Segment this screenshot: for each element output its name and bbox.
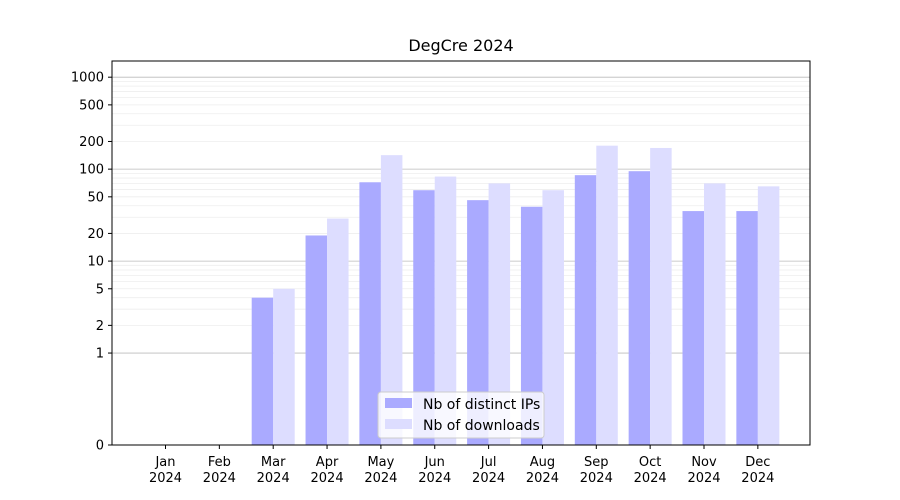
bar-downloads bbox=[596, 145, 618, 445]
legend-label-distinct-ips: Nb of distinct IPs bbox=[423, 397, 540, 413]
bar-distinct-ips bbox=[251, 297, 274, 445]
grid-lines bbox=[112, 76, 810, 354]
y-tick-label: 20 bbox=[87, 227, 104, 242]
x-axis: Jan2024Feb2024Mar2024Apr2024May2024Jun20… bbox=[149, 445, 774, 486]
x-tick-label-year: 2024 bbox=[364, 471, 397, 486]
bar-downloads bbox=[380, 155, 403, 445]
x-tick-label-year: 2024 bbox=[418, 471, 451, 486]
x-tick-label-month: Apr bbox=[316, 455, 339, 470]
x-tick-label-year: 2024 bbox=[741, 471, 774, 486]
y-tick-label: 50 bbox=[87, 190, 104, 205]
bar-distinct-ips bbox=[413, 190, 435, 445]
x-tick-label-year: 2024 bbox=[526, 471, 559, 486]
bar-distinct-ips bbox=[467, 200, 489, 445]
y-tick-label: 1000 bbox=[71, 71, 104, 86]
bar-distinct-ips bbox=[520, 206, 543, 445]
y-tick-label: 2 bbox=[96, 319, 104, 334]
bar-downloads bbox=[273, 288, 295, 445]
bar-distinct-ips bbox=[736, 211, 758, 445]
y-tick-label: 200 bbox=[79, 135, 104, 150]
x-tick-label-year: 2024 bbox=[580, 471, 613, 486]
chart-title: DegCre 2024 bbox=[408, 36, 513, 55]
x-tick-label-year: 2024 bbox=[257, 471, 290, 486]
x-tick-label-month: Jan bbox=[154, 455, 175, 470]
legend-box bbox=[377, 391, 545, 439]
bar-downloads bbox=[542, 190, 564, 445]
legend-swatch-downloads bbox=[385, 419, 412, 429]
y-tick-label: 500 bbox=[79, 98, 104, 113]
bar-downloads bbox=[757, 186, 780, 445]
x-tick-label-month: Sep bbox=[584, 455, 609, 470]
x-tick-label-year: 2024 bbox=[634, 471, 667, 486]
bar-distinct-ips bbox=[574, 175, 597, 445]
bar-downloads bbox=[488, 183, 511, 445]
y-axis: 0 1 2 5 10 20 50 100 200 500 1000 bbox=[71, 71, 112, 454]
x-tick-label-year: 2024 bbox=[149, 471, 182, 486]
y-tick-label: 10 bbox=[87, 255, 104, 270]
y-tick-label: 5 bbox=[96, 282, 104, 297]
x-tick-label-month: Feb bbox=[208, 455, 231, 470]
x-tick-label-month: Aug bbox=[530, 455, 555, 470]
bar-distinct-ips bbox=[305, 235, 328, 445]
y-tick-label: 0 bbox=[96, 439, 104, 454]
bar-distinct-ips bbox=[628, 171, 651, 445]
bar-downloads bbox=[704, 183, 726, 445]
x-tick-label-year: 2024 bbox=[203, 471, 236, 486]
x-tick-label-year: 2024 bbox=[687, 471, 720, 486]
bars bbox=[251, 145, 780, 446]
plot-frame bbox=[111, 60, 811, 446]
legend-label-downloads: Nb of downloads bbox=[423, 418, 540, 434]
legend-swatch-distinct-ips bbox=[385, 398, 412, 408]
x-tick-label-year: 2024 bbox=[472, 471, 505, 486]
bar-distinct-ips bbox=[359, 182, 381, 446]
x-tick-label-month: May bbox=[367, 455, 394, 470]
bar-distinct-ips bbox=[682, 211, 704, 445]
bar-downloads bbox=[434, 176, 457, 445]
y-tick-label: 100 bbox=[79, 163, 104, 178]
legend: Nb of distinct IPs Nb of downloads bbox=[377, 391, 545, 439]
y-tick-label: 1 bbox=[96, 347, 104, 362]
x-tick-label-month: Mar bbox=[261, 455, 286, 470]
x-tick-label-month: Nov bbox=[691, 455, 717, 470]
bar-downloads bbox=[327, 218, 349, 445]
bar-downloads bbox=[650, 147, 672, 445]
x-tick-label-month: Jun bbox=[424, 455, 445, 470]
x-tick-label-month: Jul bbox=[480, 455, 497, 470]
x-tick-label-month: Dec bbox=[745, 455, 770, 470]
x-tick-label-year: 2024 bbox=[311, 471, 344, 486]
x-tick-label-month: Oct bbox=[639, 455, 661, 470]
